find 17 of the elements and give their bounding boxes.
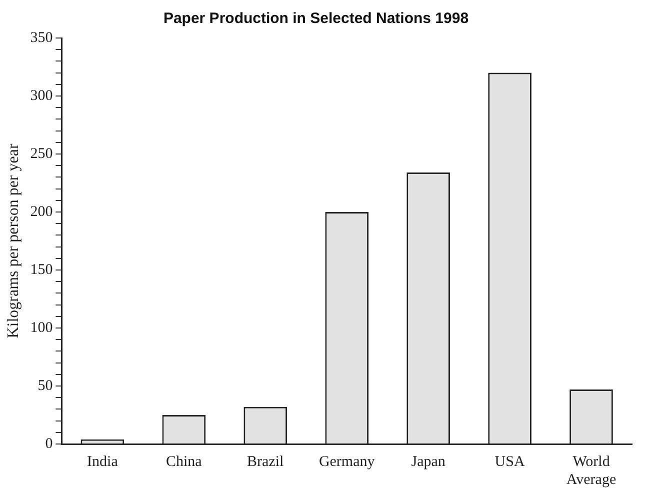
- y-tick-label: 150: [30, 262, 53, 278]
- y-tick-label: 50: [38, 378, 53, 394]
- x-tick-label: India: [87, 454, 118, 470]
- y-tick-label: 350: [30, 30, 53, 46]
- y-tick-label: 200: [30, 204, 53, 220]
- y-tick-label: 0: [45, 436, 53, 452]
- y-tick-label: 100: [30, 320, 53, 336]
- x-tick-label: Germany: [318, 454, 376, 470]
- chart-title: Paper Production in Selected Nations 1998: [163, 10, 469, 28]
- x-tick-label: USA: [494, 454, 525, 470]
- y-tick-label: 300: [30, 88, 53, 104]
- x-tick-label: China: [166, 454, 202, 470]
- x-tick-label: World Average: [566, 454, 616, 488]
- y-tick-label: 250: [30, 146, 53, 162]
- x-tick-label: Japan: [411, 454, 446, 470]
- x-tick-label: Brazil: [247, 454, 284, 470]
- y-axis-title: Kilograms per person per year: [4, 143, 22, 338]
